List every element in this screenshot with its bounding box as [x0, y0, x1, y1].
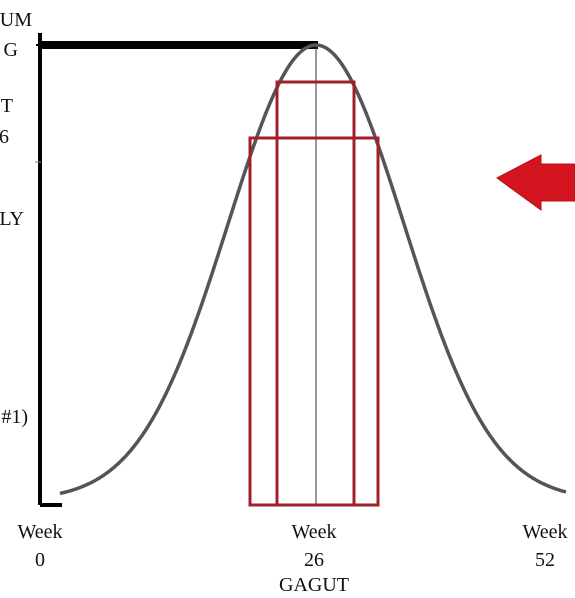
left-arrow-icon: [496, 154, 575, 211]
y-label-middle: LY: [0, 208, 24, 230]
y-label-second-2: 6: [0, 126, 9, 148]
x-label-mid-caption: GAGUT: [279, 574, 349, 596]
x-label-mid-word: Week: [291, 521, 336, 543]
y-label-top-2: G: [4, 39, 18, 61]
y-label-top-1: UM: [0, 9, 32, 31]
x-label-start-number: 0: [35, 549, 45, 571]
bell-curve: [59, 43, 567, 496]
outer-highlight-box: [248, 136, 380, 507]
x-label-mid-number: 26: [304, 549, 324, 571]
x-label-start-word: Week: [17, 521, 62, 543]
x-label-end-word: Week: [522, 521, 567, 543]
x-label-end-number: 52: [535, 549, 555, 571]
y-label-lower: #1): [1, 406, 28, 428]
y-label-second-1: T: [1, 95, 13, 117]
